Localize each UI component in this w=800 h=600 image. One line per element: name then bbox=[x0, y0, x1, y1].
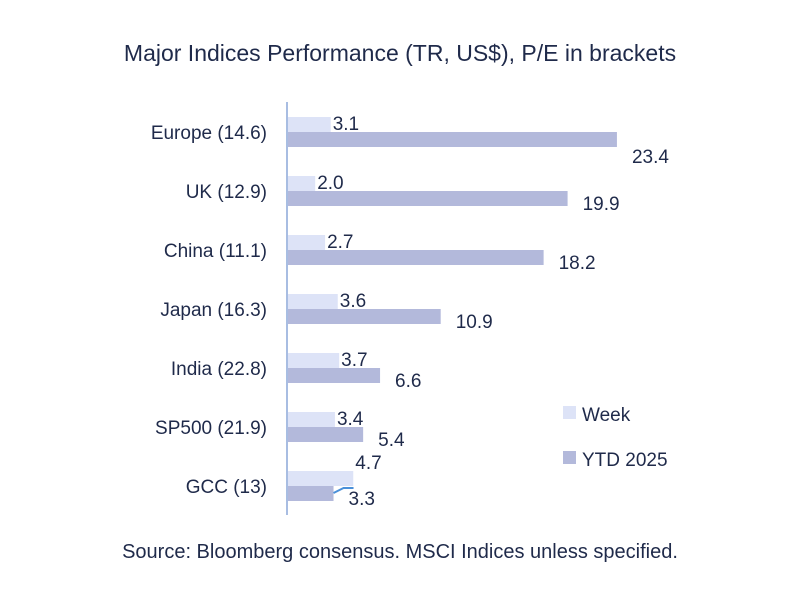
ytd-data-label: 18.2 bbox=[559, 253, 596, 274]
week-bar bbox=[287, 412, 335, 427]
ytd-bar bbox=[287, 368, 381, 383]
category-label: India (22.8) bbox=[171, 359, 267, 380]
ytd-data-label: 6.6 bbox=[395, 371, 421, 392]
legend-swatch-week bbox=[563, 406, 576, 419]
ytd-bar bbox=[287, 132, 617, 147]
week-bar bbox=[287, 117, 331, 132]
ytd-bar bbox=[287, 427, 364, 442]
ytd-data-label: 3.3 bbox=[349, 489, 375, 510]
ytd-bar bbox=[287, 309, 441, 324]
category-label: China (11.1) bbox=[164, 241, 267, 262]
legend-label-ytd: YTD 2025 bbox=[582, 450, 668, 471]
data-label-leader-line bbox=[333, 487, 354, 494]
category-label: GCC (13) bbox=[186, 477, 267, 498]
ytd-data-label: 10.9 bbox=[456, 312, 493, 333]
week-data-label: 3.6 bbox=[340, 291, 366, 312]
category-label: Europe (14.6) bbox=[151, 123, 267, 144]
source-note: Source: Bloomberg consensus. MSCI Indice… bbox=[122, 541, 678, 563]
week-bar bbox=[287, 235, 326, 250]
ytd-data-label: 5.4 bbox=[378, 430, 405, 451]
category-label: UK (12.9) bbox=[186, 182, 267, 203]
ytd-bar bbox=[287, 250, 544, 265]
week-data-label: 2.0 bbox=[317, 173, 343, 194]
week-data-label: 4.7 bbox=[355, 453, 381, 474]
ytd-data-label: 19.9 bbox=[583, 194, 620, 215]
ytd-data-label: 23.4 bbox=[632, 147, 669, 168]
ytd-bar bbox=[287, 486, 334, 501]
ytd-bar bbox=[287, 191, 568, 206]
legend-label-week: Week bbox=[582, 405, 631, 426]
category-label: SP500 (21.9) bbox=[155, 418, 267, 439]
week-bar bbox=[287, 294, 338, 309]
week-data-label: 3.7 bbox=[341, 350, 367, 371]
category-label: Japan (16.3) bbox=[160, 300, 267, 321]
week-data-label: 2.7 bbox=[327, 232, 353, 253]
legend-swatch-ytd bbox=[563, 451, 576, 464]
week-data-label: 3.4 bbox=[337, 409, 364, 430]
chart-title: Major Indices Performance (TR, US$), P/E… bbox=[123, 40, 677, 66]
week-bar bbox=[287, 353, 340, 368]
week-data-label: 3.1 bbox=[333, 114, 359, 135]
week-bar bbox=[287, 471, 354, 486]
week-bar bbox=[287, 176, 316, 191]
